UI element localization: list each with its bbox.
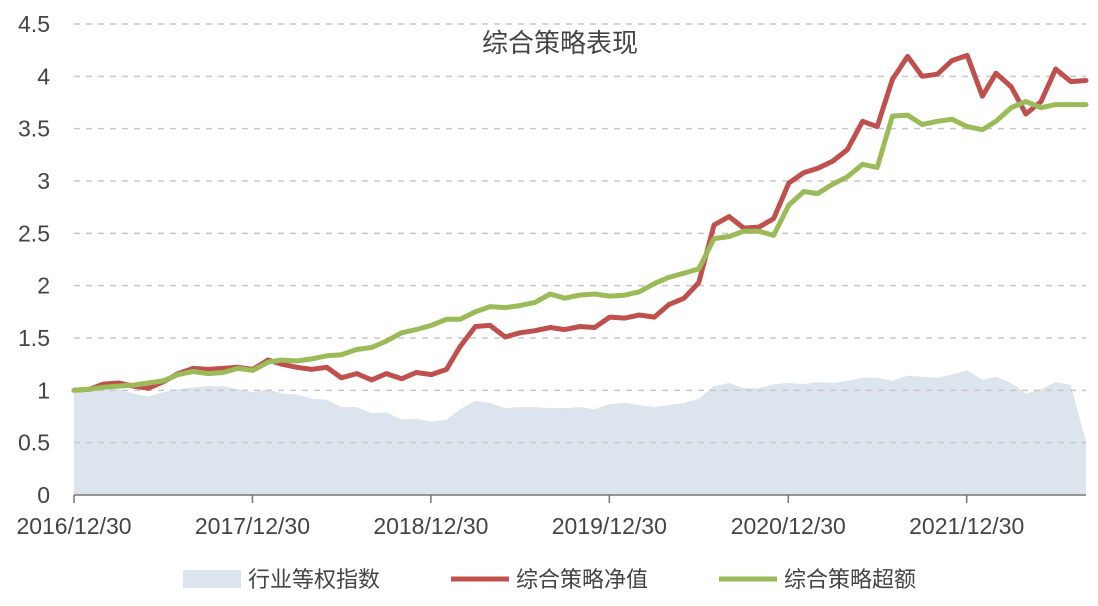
y-tick-label: 2	[37, 273, 50, 299]
series-3-line	[71, 99, 1089, 393]
y-tick-label: 1	[37, 377, 50, 403]
legend: 行业等权指数 综合策略净值 综合策略超额	[183, 568, 916, 593]
x-axis-tick-labels: 2016/12/30 2017/12/30 2018/12/30 2019/12/30…	[16, 495, 1024, 539]
series-1-area	[74, 370, 1086, 495]
y-tick-label: 4.5	[18, 11, 50, 37]
y-tick-label: 4	[37, 63, 50, 89]
y-tick-label: 1.5	[18, 325, 50, 351]
x-tick-label: 2020/12/30	[731, 513, 846, 539]
y-axis-tick-labels: 0 0.5 1 1.5 2 2.5 3 3.5 4 4.5	[18, 11, 50, 508]
grid-lines	[74, 23, 1086, 444]
area-layer	[74, 370, 1086, 495]
y-tick-label: 2.5	[18, 220, 50, 246]
x-tick-label: 2017/12/30	[195, 513, 310, 539]
series-2-line	[71, 52, 1089, 393]
y-tick-label: 0	[37, 482, 50, 508]
y-tick-label: 0.5	[18, 430, 50, 456]
legend-label: 综合策略超额	[784, 568, 916, 593]
legend-swatch-area	[183, 570, 241, 588]
legend-label: 综合策略净值	[516, 568, 648, 593]
x-tick-label: 2019/12/30	[552, 513, 667, 539]
y-tick-label: 3	[37, 168, 50, 194]
chart-title: 综合策略表现	[482, 29, 638, 59]
x-tick-label: 2021/12/30	[909, 513, 1024, 539]
y-tick-label: 3.5	[18, 116, 50, 142]
x-tick-label: 2016/12/30	[16, 513, 131, 539]
line-layer	[71, 52, 1089, 393]
x-tick-label: 2018/12/30	[373, 513, 488, 539]
legend-label: 行业等权指数	[248, 568, 380, 593]
